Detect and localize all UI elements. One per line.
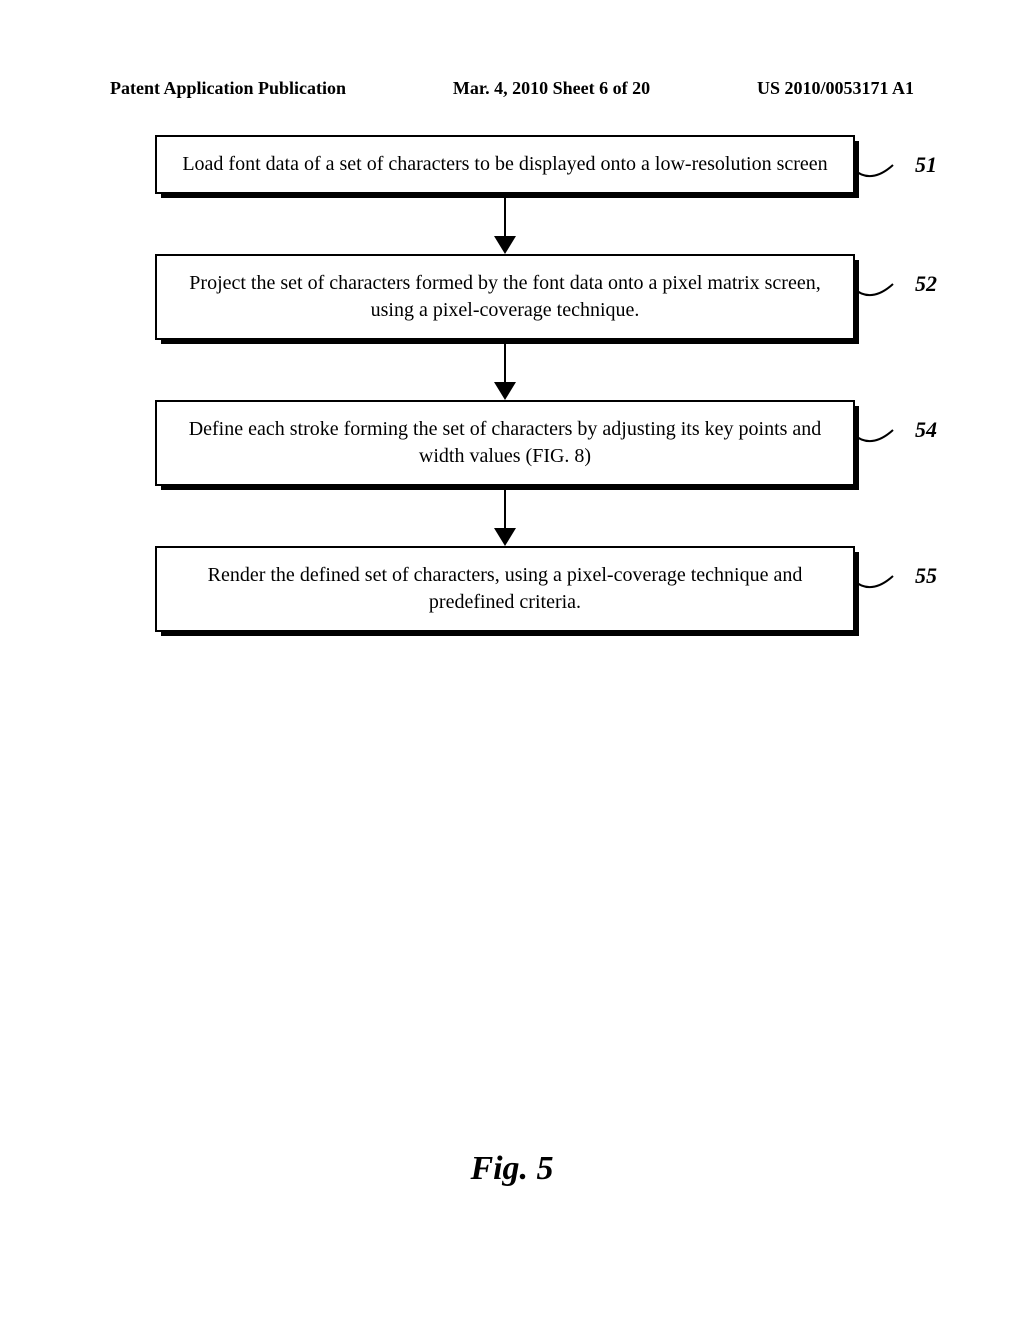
- page-header: Patent Application Publication Mar. 4, 2…: [110, 78, 914, 99]
- flow-box-51: Load font data of a set of characters to…: [155, 135, 855, 194]
- connector-3: [155, 486, 855, 546]
- ref-label-54: 54: [915, 415, 937, 445]
- arrow-down-icon: [494, 236, 516, 254]
- flow-box-text: Define each stroke forming the set of ch…: [189, 418, 822, 467]
- arrow-down-icon: [494, 528, 516, 546]
- flow-box-text: Project the set of characters formed by …: [189, 272, 820, 321]
- ref-label-52: 52: [915, 269, 937, 299]
- ref-leader-51: [853, 161, 905, 187]
- ref-leader-54: [853, 426, 905, 452]
- header-center: Mar. 4, 2010 Sheet 6 of 20: [453, 78, 650, 99]
- header-left: Patent Application Publication: [110, 78, 346, 99]
- flow-box-text: Load font data of a set of characters to…: [182, 153, 827, 175]
- ref-leader-55: [853, 572, 905, 598]
- flow-box-52: Project the set of characters formed by …: [155, 254, 855, 340]
- flow-box-text: Render the defined set of characters, us…: [208, 564, 803, 613]
- header-right: US 2010/0053171 A1: [757, 78, 914, 99]
- ref-label-51: 51: [915, 150, 937, 180]
- connector-1: [155, 194, 855, 254]
- arrow-down-icon: [494, 382, 516, 400]
- flowchart: Load font data of a set of characters to…: [155, 135, 855, 632]
- ref-leader-52: [853, 280, 905, 306]
- connector-2: [155, 340, 855, 400]
- flow-box-55: Render the defined set of characters, us…: [155, 546, 855, 632]
- ref-label-55: 55: [915, 561, 937, 591]
- flow-box-54: Define each stroke forming the set of ch…: [155, 400, 855, 486]
- figure-caption: Fig. 5: [0, 1150, 1024, 1188]
